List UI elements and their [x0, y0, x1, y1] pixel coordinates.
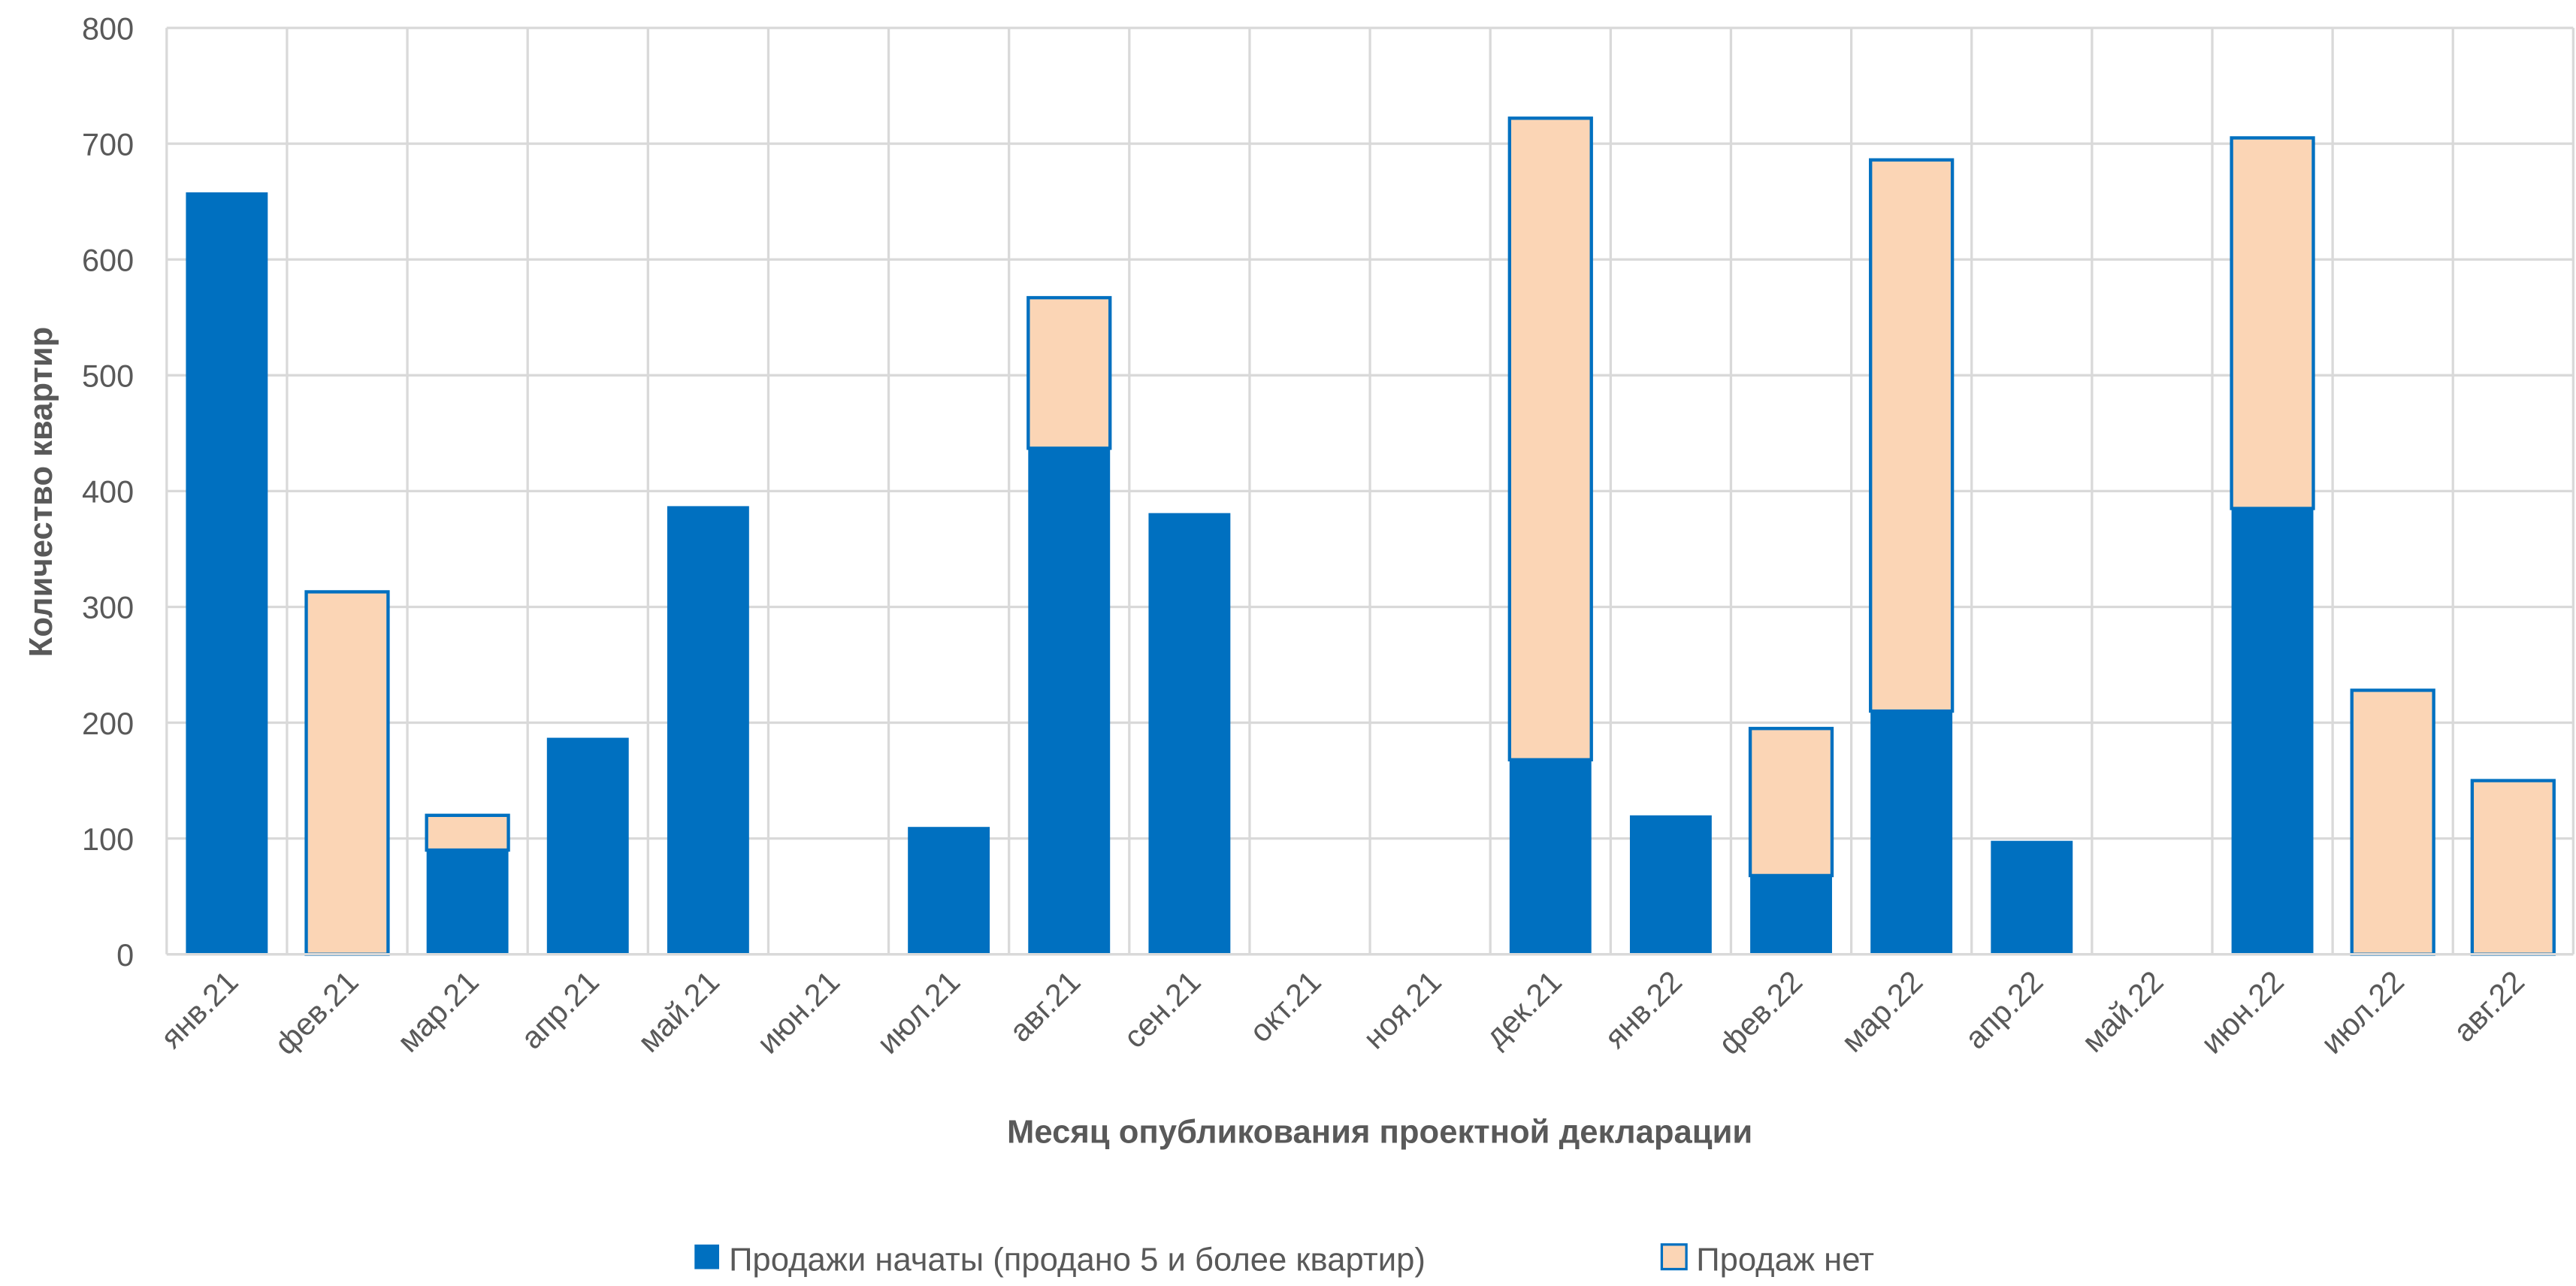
bar-segment — [425, 813, 510, 852]
legend-label: Продажи начаты (продано 5 и более кварти… — [729, 1242, 1426, 1278]
bar-segment — [426, 850, 509, 955]
x-tick-label: фев.22 — [1711, 964, 1809, 1061]
bar-segment — [1026, 295, 1112, 450]
bar-segment — [1750, 875, 1832, 955]
legend-swatch — [1660, 1243, 1688, 1271]
y-tick-label: 400 — [82, 474, 134, 510]
bar-segment — [2231, 508, 2314, 955]
y-tick-label: 800 — [82, 11, 134, 46]
bar-segment — [1869, 158, 1955, 713]
y-tick-label: 0 — [116, 937, 134, 973]
y-axis-title: Количество квартир — [23, 327, 59, 658]
bar-segment — [1148, 513, 1231, 955]
x-tick-label: июл.21 — [870, 964, 967, 1061]
bar-segment — [667, 506, 749, 955]
x-tick-label: мар.21 — [390, 964, 485, 1059]
x-tick-label: сен.21 — [1117, 964, 1208, 1055]
x-tick-label: апр.22 — [1958, 964, 2049, 1055]
bar-segment — [2350, 688, 2435, 956]
bar-segment — [2230, 136, 2315, 510]
x-tick-label: июн.21 — [750, 964, 846, 1060]
y-tick-label: 500 — [82, 359, 134, 394]
bar-segment — [1507, 116, 1593, 762]
y-tick-label: 700 — [82, 126, 134, 162]
y-tick-label: 200 — [82, 706, 134, 741]
bar-segment — [2470, 779, 2556, 956]
x-tick-label: апр.21 — [514, 964, 606, 1055]
bar-segment — [1870, 711, 1953, 955]
bar-segment — [546, 737, 629, 955]
x-tick-label: янв.21 — [153, 964, 245, 1055]
x-tick-label: окт.21 — [1242, 964, 1328, 1049]
x-tick-label: авг.22 — [2446, 964, 2531, 1048]
y-tick-label: 600 — [82, 243, 134, 278]
x-tick-label: фев.21 — [268, 964, 365, 1061]
x-tick-label: май.22 — [2075, 964, 2170, 1059]
bar-segment — [1629, 815, 1712, 955]
x-tick-label: янв.22 — [1598, 964, 1689, 1055]
y-tick-label: 100 — [82, 822, 134, 857]
bar-segment — [908, 827, 990, 955]
bar-segment — [1748, 727, 1834, 878]
x-tick-label: мар.22 — [1834, 964, 1930, 1059]
x-tick-label: дек.21 — [1478, 964, 1568, 1054]
bar-segment — [186, 192, 268, 955]
bar-segment — [1509, 759, 1592, 955]
legend-swatch — [694, 1244, 719, 1269]
x-tick-label: ноя.21 — [1356, 964, 1448, 1055]
legend-label: Продаж нет — [1696, 1242, 1874, 1278]
bar-segment — [1991, 840, 2073, 955]
x-axis-title: Месяц опубликования проектной декларации — [1007, 1115, 1752, 1151]
bar-segment — [1028, 448, 1111, 955]
x-tick-label: июл.22 — [2314, 964, 2411, 1061]
y-tick-label: 300 — [82, 590, 134, 625]
bar-segment — [304, 590, 390, 956]
x-tick-label: июн.22 — [2194, 964, 2290, 1060]
x-tick-label: авг.21 — [1002, 964, 1087, 1048]
x-tick-label: май.21 — [630, 964, 726, 1059]
